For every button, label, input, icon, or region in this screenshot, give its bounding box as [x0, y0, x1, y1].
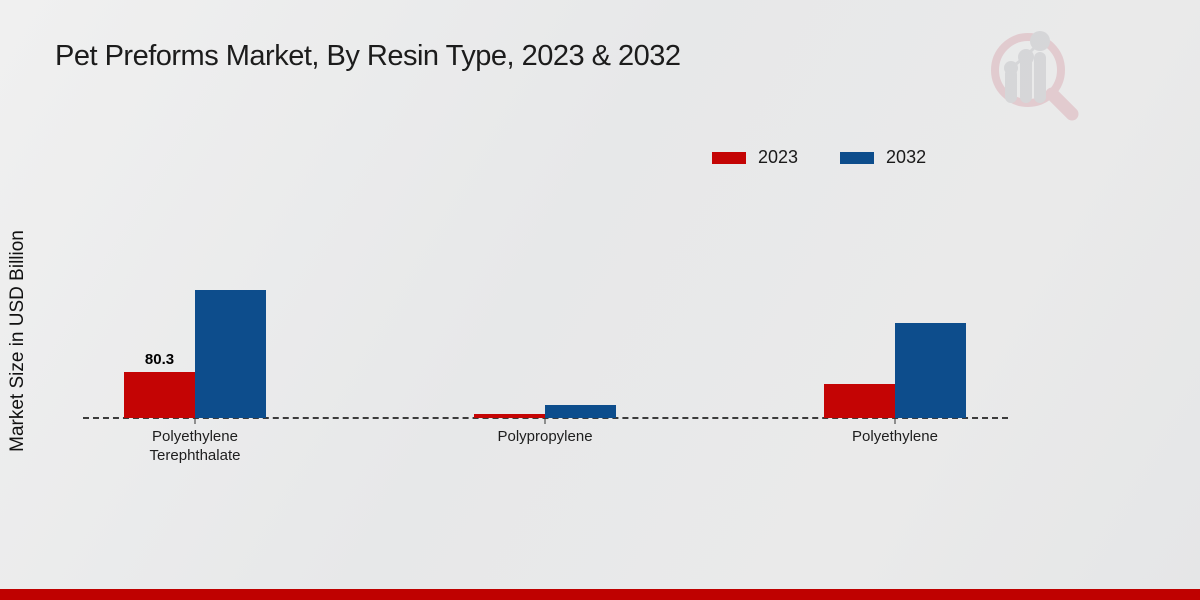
bar-value-label: 80.3	[144, 351, 175, 368]
legend-item-2032: 2032	[840, 147, 926, 168]
x-axis-tick	[544, 418, 546, 424]
bottom-accent-strip	[0, 589, 1200, 600]
legend-label-2023: 2023	[758, 147, 799, 167]
legend-swatch-2023	[712, 151, 746, 164]
legend-swatch-2032	[840, 151, 875, 164]
x-category-label: Polyethylene	[852, 428, 938, 445]
x-axis-baseline	[83, 417, 1008, 419]
x-axis-tick	[894, 418, 896, 424]
bar-2023-3	[824, 384, 895, 418]
legend: 2023 2032	[712, 147, 926, 168]
market-research-magnifier-logo-icon	[991, 31, 1079, 121]
chart-title: Pet Preforms Market, By Resin Type, 2023…	[55, 40, 681, 72]
bar-2023-1	[124, 372, 195, 418]
x-category-label: Polypropylene	[497, 428, 593, 445]
x-axis-tick	[194, 418, 196, 424]
legend-item-2023: 2023	[712, 147, 798, 168]
bar-2032-1	[195, 290, 266, 418]
bar-2032-2	[545, 405, 616, 418]
bar-2023-2	[474, 414, 545, 418]
legend-label-2032: 2032	[886, 147, 927, 167]
x-category-label: Polyethylene Terephthalate	[149, 428, 241, 464]
bar-2032-3	[895, 323, 966, 418]
